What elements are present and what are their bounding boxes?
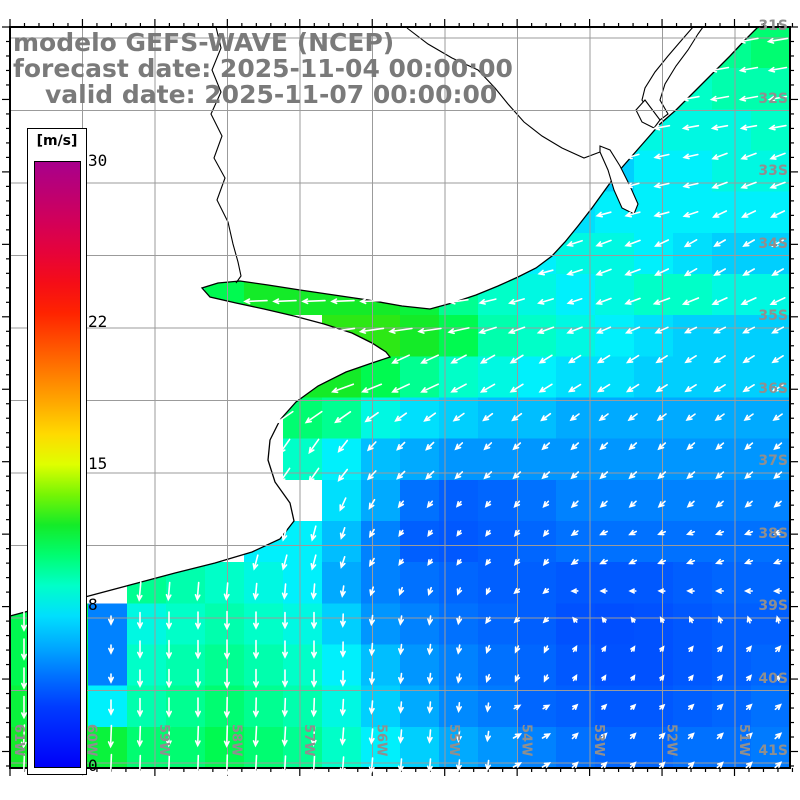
latitude-label: 36S bbox=[758, 380, 788, 397]
colorbar-unit-label: [m/s] bbox=[36, 133, 78, 149]
longitude-label: 57W bbox=[301, 724, 316, 757]
longitude-label: 59W bbox=[156, 724, 171, 757]
latitude-label: 33S bbox=[758, 163, 788, 179]
colorbar-tick-label: 0 bbox=[88, 756, 98, 775]
longitude-label: 54W bbox=[518, 724, 534, 757]
title-line-forecast-date: forecast date: 2025-11-04 00:00:00 bbox=[13, 54, 513, 83]
latitude-label: 35S bbox=[758, 308, 788, 324]
latitude-label: 39S bbox=[758, 598, 788, 614]
longitude-label: 61W bbox=[11, 724, 26, 757]
longitude-label: 60W bbox=[83, 724, 99, 757]
title-line-model: modelo GEFS-WAVE (NCEP) bbox=[13, 28, 395, 57]
latitude-label: 40S bbox=[758, 670, 788, 687]
latitude-label: 31S bbox=[758, 18, 788, 34]
colorbar-tick-label: 15 bbox=[88, 453, 108, 473]
title-line-valid-date: valid date: 2025-11-07 00:00:00 bbox=[45, 80, 498, 109]
latitude-label: 37S bbox=[758, 453, 788, 469]
latitude-label: 38S bbox=[758, 525, 788, 542]
longitude-label: 53W bbox=[591, 724, 606, 757]
longitude-label: 58W bbox=[228, 724, 244, 757]
latitude-label: 34S bbox=[758, 235, 788, 252]
colorbar-tick-label: 30 bbox=[88, 151, 108, 170]
longitude-label: 51W bbox=[736, 724, 751, 757]
colorbar-gradient bbox=[34, 161, 81, 768]
colorbar-tick-label: 8 bbox=[88, 594, 98, 614]
latitude-label: 41S bbox=[758, 743, 788, 759]
latitude-label: 32S bbox=[758, 90, 788, 107]
wave-field-heatmap bbox=[10, 27, 790, 768]
longitude-label: 56W bbox=[373, 724, 389, 757]
colorbar-legend: [m/s] bbox=[27, 128, 87, 775]
colorbar-tick-label: 22 bbox=[88, 312, 108, 332]
longitude-label: 55W bbox=[446, 724, 461, 757]
longitude-label: 52W bbox=[663, 724, 679, 757]
title-block: modelo GEFS-WAVE (NCEP) forecast date: 2… bbox=[13, 30, 513, 108]
